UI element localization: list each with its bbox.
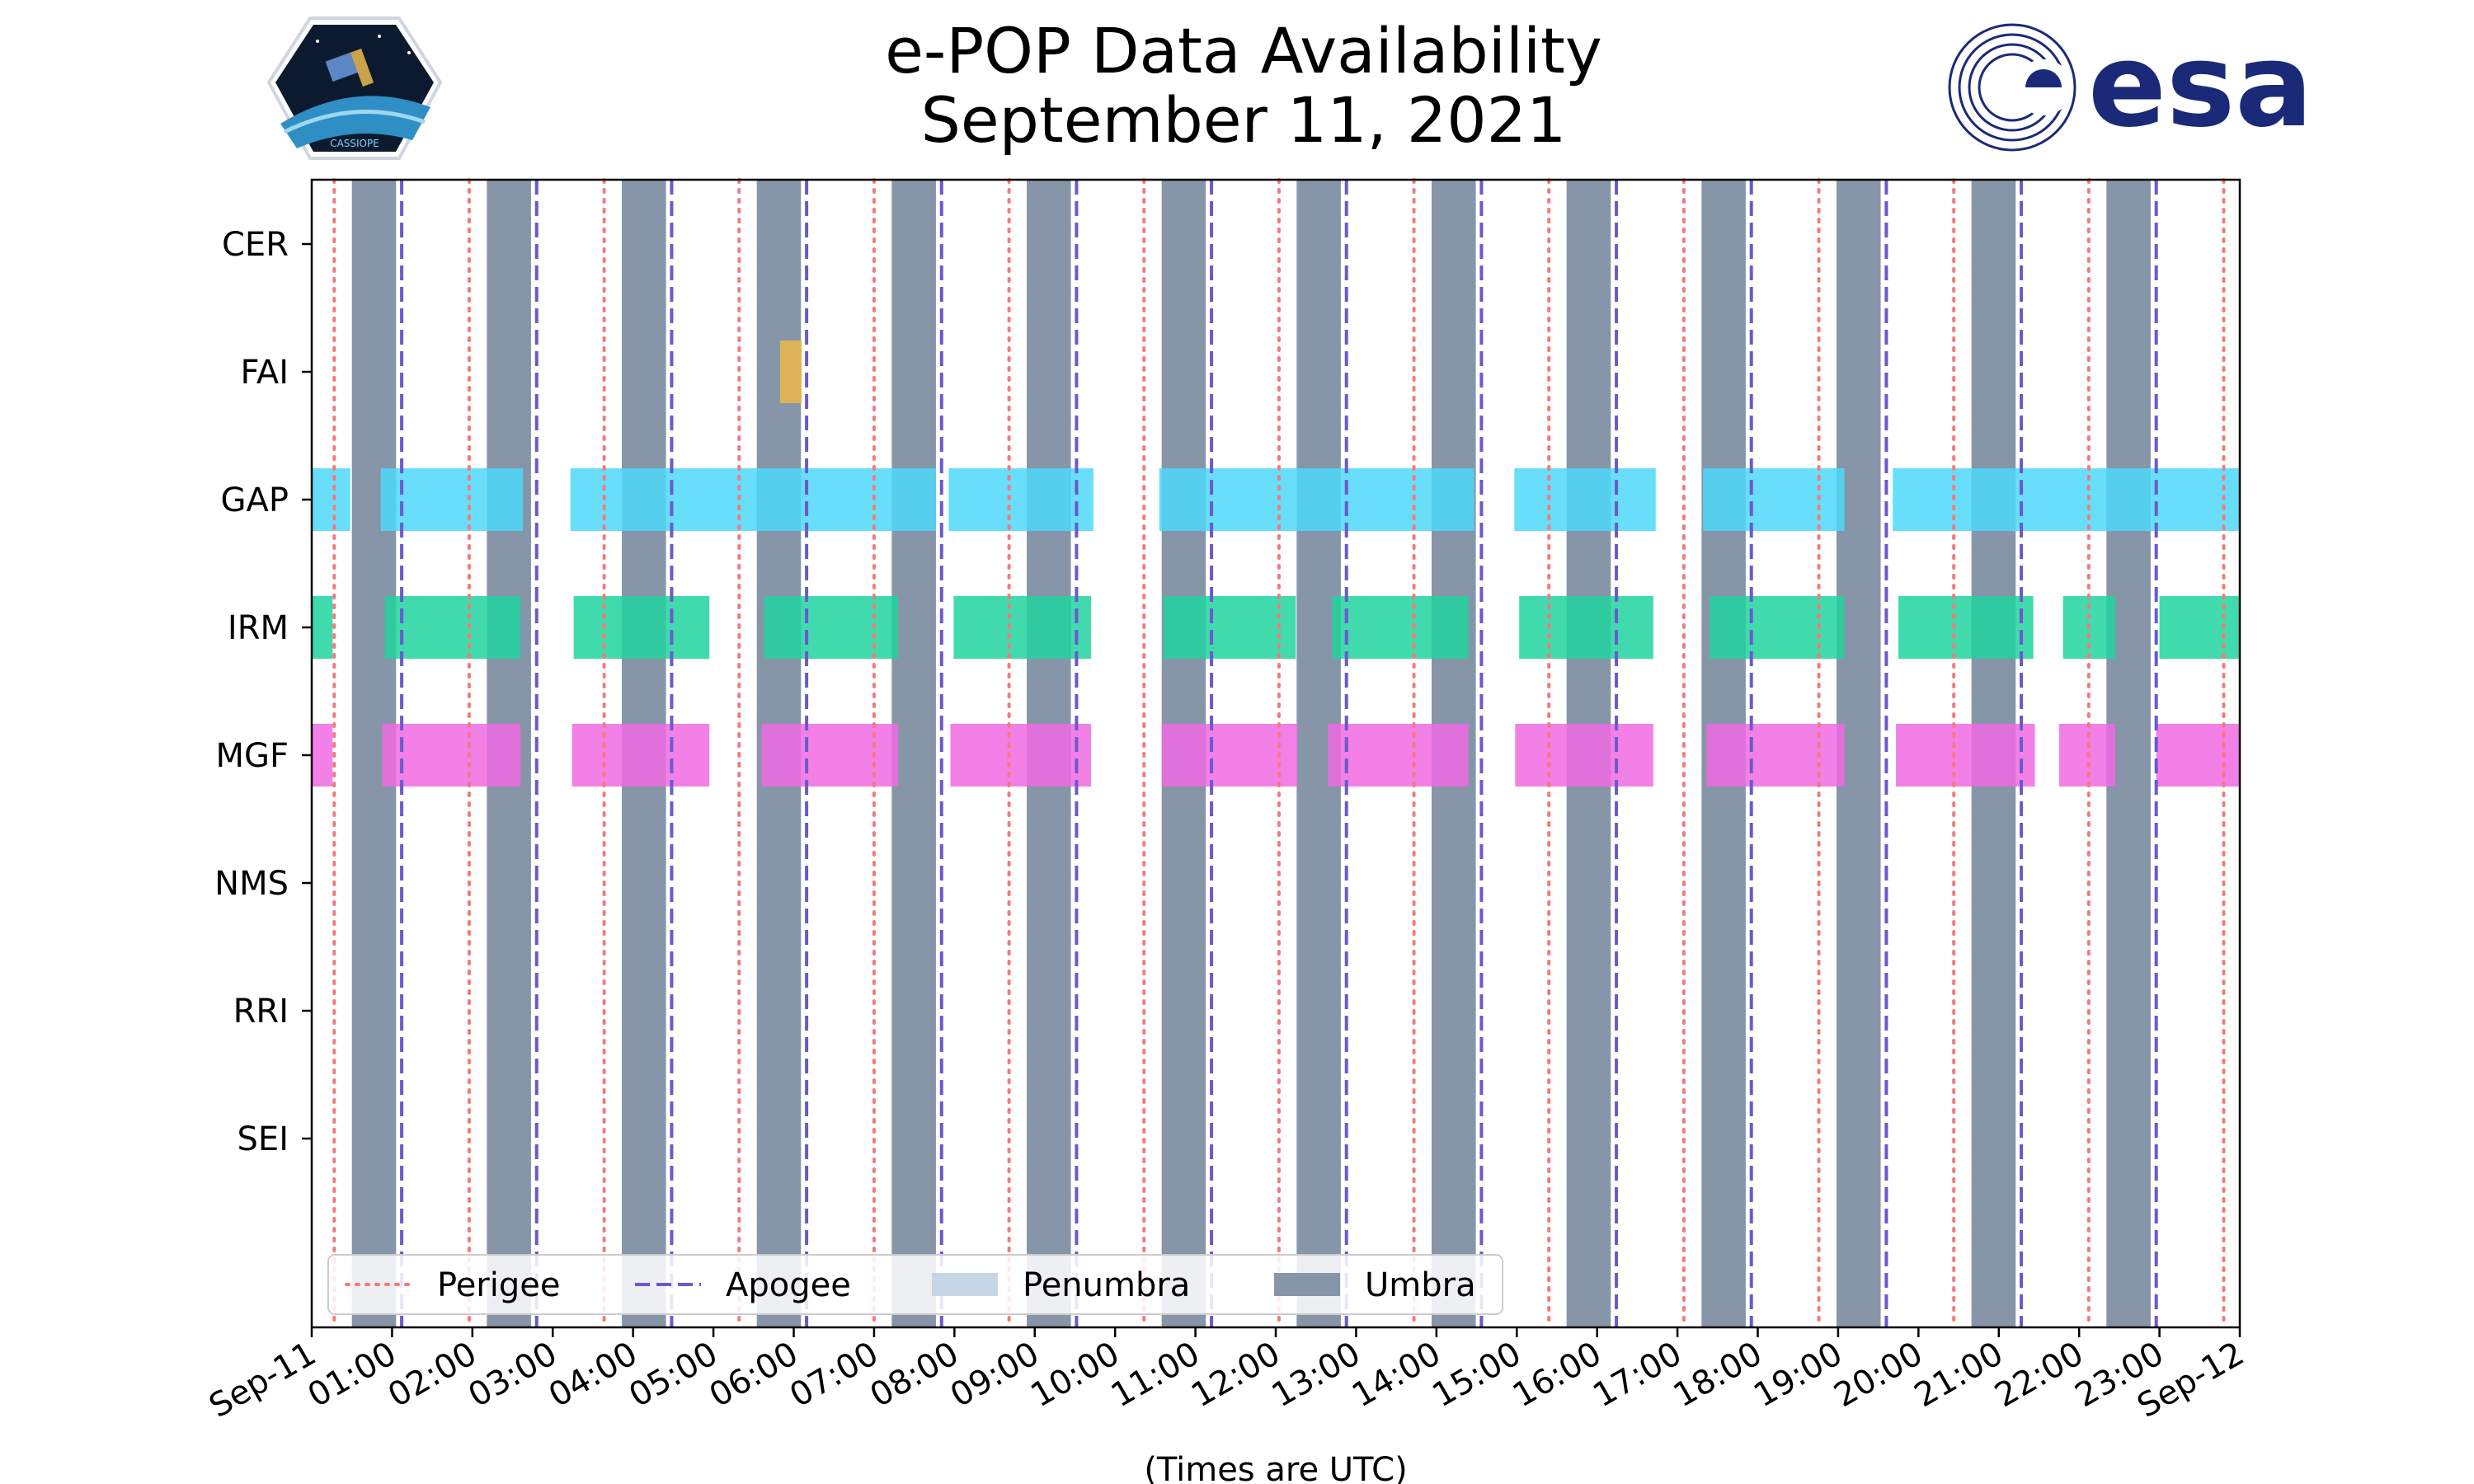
availability-bar-gap (380, 468, 524, 531)
legend-label-apogee: Apogee (726, 1266, 851, 1304)
availability-bar-fai (779, 340, 802, 403)
x-tick-label: 20:00 (1827, 1335, 1929, 1415)
x-tick-label: 08:00 (863, 1335, 965, 1415)
umbra-band (891, 180, 936, 1327)
x-tick-label: 17:00 (1587, 1335, 1688, 1415)
y-tick-label: CER (222, 226, 289, 264)
x-tick-label: 19:00 (1747, 1335, 1849, 1415)
availability-bar-mgf (1896, 724, 2035, 787)
y-tick-label: IRM (228, 609, 289, 647)
y-tick-label: NMS (214, 865, 289, 903)
x-axis-label: (Times are UTC) (1144, 1451, 1407, 1484)
legend-umbra-swatch (1274, 1273, 1340, 1296)
availability-bars-layer (312, 340, 2240, 787)
availability-bar-irm (1332, 596, 1469, 659)
legend-label-penumbra: Penumbra (1023, 1266, 1190, 1304)
availability-bar-mgf (1706, 724, 1845, 787)
cassiope-logo: CASSIOPE (266, 16, 443, 160)
availability-bar-gap (948, 468, 1094, 531)
x-tick-label: 02:00 (382, 1335, 483, 1415)
x-axis: Sep-1101:0002:0003:0004:0005:0006:0007:0… (203, 1327, 2251, 1425)
x-tick-label: 06:00 (703, 1335, 805, 1415)
availability-bar-irm (573, 596, 710, 659)
x-tick-label: 16:00 (1507, 1335, 1608, 1415)
x-tick-label: 18:00 (1667, 1335, 1769, 1415)
availability-bar-irm (312, 596, 333, 659)
availability-bar-mgf (2156, 724, 2240, 787)
availability-bar-mgf (1161, 724, 1298, 787)
x-tick-label: 05:00 (623, 1335, 724, 1415)
y-axis: CER FAI GAP IRM MGF NMS RRI SEI (214, 226, 312, 1158)
availability-bar-mgf (1328, 724, 1469, 787)
legend-box (327, 1254, 1503, 1315)
availability-bar-irm (1898, 596, 2034, 659)
availability-bar-irm (1163, 596, 1296, 659)
availability-bar-gap (1703, 468, 1845, 531)
legend-label-perigee: Perigee (437, 1266, 560, 1304)
availability-bar-irm (764, 596, 899, 659)
y-tick-label: RRI (233, 993, 289, 1031)
availability-bar-gap (312, 468, 350, 531)
availability-bar-irm (953, 596, 1091, 659)
legend: Perigee Apogee Penumbra Umbra (327, 1254, 1503, 1315)
availability-bar-gap (1159, 468, 1475, 531)
esa-logo: esa (1948, 19, 2313, 153)
availability-bar-irm (1519, 596, 1653, 659)
availability-bar-mgf (571, 724, 710, 787)
esa-wordmark: esa (2088, 19, 2313, 153)
x-tick-label: 22:00 (1988, 1335, 2090, 1415)
x-tick-label: 12:00 (1185, 1335, 1286, 1415)
x-tick-label: 15:00 (1426, 1335, 1527, 1415)
y-tick-label: SEI (238, 1120, 289, 1158)
availability-bar-mgf (382, 724, 521, 787)
x-tick-label: 01:00 (302, 1335, 403, 1415)
x-tick-label: 21:00 (1908, 1335, 2010, 1415)
availability-bar-irm (2159, 596, 2240, 659)
availability-bar-gap (1514, 468, 1656, 531)
availability-bar-irm (384, 596, 521, 659)
x-tick-label: 13:00 (1266, 1335, 1367, 1415)
availability-bar-mgf (761, 724, 899, 787)
x-tick-label: 10:00 (1024, 1335, 1126, 1415)
chart-title: e-POP Data Availability (885, 14, 1602, 87)
x-tick-label: 03:00 (462, 1335, 563, 1415)
y-tick-label: MGF (215, 737, 289, 775)
x-tick-label: 11:00 (1105, 1335, 1206, 1415)
availability-bar-gap (1893, 468, 2240, 531)
chart-subtitle: September 11, 2021 (921, 83, 1567, 157)
availability-bar-mgf (312, 724, 333, 787)
y-tick-label: FAI (241, 354, 289, 392)
legend-label-umbra: Umbra (1365, 1266, 1476, 1304)
x-tick-label: 07:00 (783, 1335, 885, 1415)
availability-bar-mgf (950, 724, 1091, 787)
x-tick-label: 04:00 (543, 1335, 644, 1415)
availability-bar-gap (570, 468, 936, 531)
availability-bar-irm (1710, 596, 1845, 659)
cassiope-caption: CASSIOPE (330, 138, 379, 149)
y-tick-label: GAP (221, 481, 289, 519)
availability-bar-mgf (1515, 724, 1653, 787)
orbit-lines-layer (332, 178, 2226, 1329)
x-tick-label: 09:00 (944, 1335, 1046, 1415)
legend-penumbra-swatch (932, 1273, 998, 1296)
x-tick-label: 14:00 (1346, 1335, 1447, 1415)
